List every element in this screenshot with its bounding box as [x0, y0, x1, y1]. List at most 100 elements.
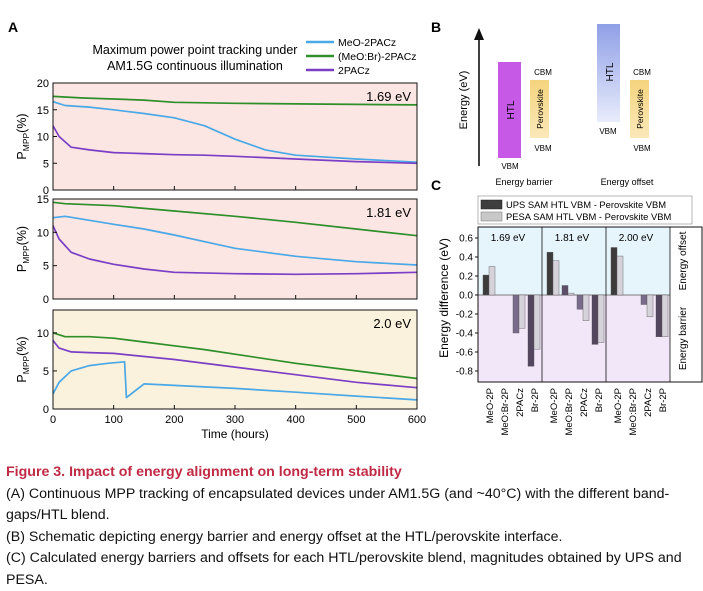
schematic-caption-offset: Energy offset [601, 177, 654, 187]
series-line--meo-br-2pacz [52, 201, 418, 237]
energy-axis-label: Energy (eV) [458, 71, 470, 130]
subplot-background [53, 83, 417, 190]
category-label: Br-2P [594, 388, 605, 412]
chart-c-frame [477, 226, 703, 383]
pvk-barrier-label: Perovskite [535, 89, 545, 129]
bar-ups [655, 294, 663, 337]
barrier-region [478, 295, 670, 382]
group-label: 2.00 eV [619, 233, 654, 244]
chart-c-plot: 1.69 eV MeO-2P MeO:Br-2P 2PACz Br-2P 1.81 eV M… [456, 226, 703, 436]
category-label: 2PACz [643, 388, 654, 417]
series-line-2pacz [52, 225, 418, 276]
y-tick-label: 10 [37, 132, 49, 144]
y-tick-label: 20 [37, 78, 49, 90]
group-label: 1.81 eV [555, 233, 590, 244]
mpp-subplot-2: 0 5 10 15 1.81 eV [37, 194, 418, 306]
legend-label-meobr: (MeO:Br)-2PACz [338, 51, 417, 63]
htl-offset-box [597, 24, 620, 122]
bar-pesa [597, 294, 605, 343]
y-tick-label: -0.6 [456, 348, 474, 359]
legend-label-2pacz: 2PACz [338, 65, 370, 77]
caption-line-b: (B) Schematic depicting energy barrier a… [6, 528, 563, 545]
bar-group-2: 1.81 eV MeO-2P MeO:Br-2P 2PACz Br-2P [546, 233, 605, 436]
series-line--meo-br-2pacz [52, 95, 418, 106]
htl-barrier-label: HTL [506, 100, 517, 119]
pvk-offset-cbm: CBM [633, 68, 651, 77]
y-tick-label: 5 [43, 261, 49, 273]
bar-pesa [518, 294, 526, 329]
x-tick-label: 600 [408, 414, 426, 426]
series-line-meo-2pacz [52, 360, 418, 401]
y-tick-label: 15 [37, 105, 49, 117]
y-tick-label: 5 [43, 366, 49, 378]
pvk-offset-box [630, 80, 649, 138]
bandgap-label: 2.0 eV [373, 316, 411, 331]
bar-ups [527, 294, 535, 367]
figure-canvas: A B C Maximum power point tracking under… [8, 19, 703, 441]
y-tick-label: 0 [43, 185, 49, 197]
series-line-2pacz [52, 339, 418, 389]
bar-ups [561, 285, 569, 296]
chart-a-ylabels: PMPP(%) PMPP(%) PMPP(%) [15, 113, 31, 382]
schematic-caption-barrier: Energy barrier [495, 177, 552, 187]
chart-a-title: Maximum power point tracking under [93, 43, 298, 57]
htl-offset-vbm: VBM [599, 127, 617, 136]
group-label: 1.69 eV [491, 233, 526, 244]
category-label: MeO-2P [549, 388, 560, 423]
bar-ups [576, 294, 584, 310]
panel-label-b: B [431, 19, 441, 35]
bar-ups [482, 274, 490, 296]
region-label-barrier: Energy barrier [678, 306, 689, 370]
bar-pesa [661, 294, 669, 337]
y-tick-label: 0 [43, 404, 49, 416]
htl-barrier-box [498, 62, 521, 158]
category-label: 2PACz [579, 388, 590, 417]
chart-a-subplots: 0 5 10 15 20 1.69 eV 0 5 10 15 1.81 eV 0 5 10 2.0 eV 0 1… [37, 78, 426, 426]
panel-label-c: C [431, 177, 441, 193]
bar-pesa [646, 294, 654, 318]
subplot-background [53, 310, 417, 409]
category-label: MeO:Br-2P [628, 388, 639, 436]
bar-group-1: 1.69 eV MeO-2P MeO:Br-2P 2PACz Br-2P [482, 233, 541, 436]
y-tick-label: 0.0 [459, 291, 473, 302]
bar-pesa [616, 255, 624, 296]
y-tick-label: -0.2 [456, 310, 474, 321]
mpp-subplot-1: 0 5 10 15 20 1.69 eV [37, 78, 418, 197]
series-line-meo-2pacz [52, 100, 418, 164]
legend-swatch-ups [480, 199, 503, 210]
pvk-barrier-vbm: VBM [534, 144, 552, 153]
series-line--meo-br-2pacz [52, 331, 418, 380]
x-tick-label: 400 [286, 414, 304, 426]
series-line-2pacz [52, 125, 418, 165]
region-label-offset: Energy offset [678, 231, 689, 290]
figure-caption: Figure 3. Impact of energy alignment on … [6, 462, 700, 591]
y-tick-label: 5 [43, 158, 49, 170]
bandgap-label: 1.69 eV [366, 89, 411, 104]
legend-swatch-pesa [480, 211, 503, 222]
bar-ups [610, 247, 618, 296]
x-tick-label: 200 [165, 414, 183, 426]
bar-group-3: 2.00 eV MeO-2P MeO:Br-2P 2PACz Br-2P [610, 233, 669, 436]
caption-line-c: (C) Calculated energy barriers and offse… [6, 550, 682, 588]
series-line-meo-2pacz [52, 215, 418, 266]
category-label: 2PACz [515, 388, 526, 417]
chart-c-legend: UPS SAM HTL VBM - Perovskite VBM PESA SA… [477, 195, 693, 225]
category-label: MeO:Br-2P [500, 388, 511, 436]
bar-pesa [533, 294, 541, 350]
bar-pesa [582, 294, 590, 321]
y-axis-label: PMPP(%) [15, 336, 31, 382]
bar-pesa [552, 260, 560, 296]
x-tick-label: 300 [226, 414, 244, 426]
category-label: Br-2P [658, 388, 669, 412]
legend-label-ups: UPS SAM HTL VBM - Perovskite VBM [506, 199, 666, 210]
region-label-strip [670, 227, 702, 382]
bandgap-label: 1.81 eV [366, 205, 411, 220]
bar-ups [512, 294, 520, 334]
bar-pesa [488, 266, 496, 296]
panel-label-a: A [8, 19, 18, 35]
x-tick-label: 100 [104, 414, 122, 426]
pvk-barrier-box [530, 80, 549, 138]
y-tick-label: 0.6 [459, 234, 473, 245]
category-label: MeO-2P [613, 388, 624, 423]
chart-a-subtitle: AM1.5G continuous illumination [107, 59, 283, 73]
